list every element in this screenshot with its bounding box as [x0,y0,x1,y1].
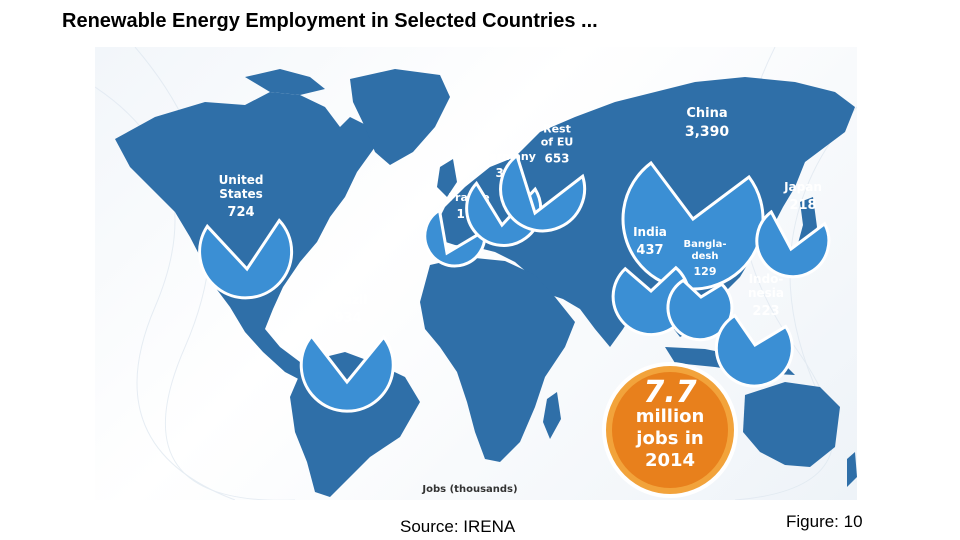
pin-shape-brazil [299,333,395,413]
pin-country-name-india: India [633,225,667,239]
pin-country-name-china: China [686,106,727,121]
pin-value-bangladesh: 129 [694,265,717,278]
landmass-madagascar [543,392,561,439]
pin-shape-germany [465,180,543,247]
pin-country-name-rest-of-eu: Rest [543,123,571,136]
pin-country-name-indonesia: nesia [748,286,784,300]
landmass-arctic-islands [245,69,325,95]
map-axis-caption: Jobs (thousands) [421,484,517,495]
pin-value-united-states: 724 [227,205,254,220]
pin-shape-bangladesh [666,278,734,342]
pin-shape-japan [755,209,831,279]
pin-country-name-brazil: Brazil [329,293,367,307]
pin-indonesia: Indo-nesia 223 [714,272,794,388]
pin-value-indonesia: 223 [752,304,779,319]
pin-shape-indonesia [714,313,794,388]
total-jobs-line3: 2014 [645,450,695,471]
pin-country-name-rest-of-eu: of EU [541,136,574,149]
pin-value-china: 3,390 [685,124,730,140]
total-jobs-badge: 7.7 million jobs in 2014 [602,362,738,498]
total-jobs-line1: million [636,406,705,427]
landmass-greenland [350,69,450,165]
landmass-uk [437,159,457,197]
pin-country-name-germany: Germany [480,150,536,163]
figure-label: Figure: 10 [786,512,863,531]
pin-value-brazil: 934 [334,311,361,326]
pin-country-name-bangladesh: desh [691,251,718,262]
landmass-africa [420,257,575,462]
pin-value-japan: 218 [789,198,816,213]
pin-country-name-indonesia: Indo- [749,272,784,286]
country-pins: UnitedStates724Brazil934France176Germany… [198,106,831,413]
pin-country-name-united-states: States [219,187,263,201]
pin-country-name-japan: Japan [783,180,822,194]
pin-shape-france [423,207,487,268]
page-title: Renewable Energy Employment in Selected … [62,10,598,32]
map-canvas: UnitedStates724Brazil934France176Germany… [95,47,857,500]
pin-value-rest-of-eu: 653 [544,152,569,166]
pin-bangladesh: Bangla-desh 129 [666,239,734,342]
source-note: Source: IRENA [400,517,516,536]
pin-country-name-bangladesh: Bangla- [684,239,727,250]
pin-japan: Japan 218 [755,180,831,279]
pin-shape-rest-of-eu [499,153,587,233]
total-jobs-line2: jobs in [635,428,703,449]
pin-value-india: 437 [636,243,663,258]
pin-brazil: Brazil 934 [299,293,395,413]
pin-country-name-united-states: United [219,173,264,187]
pin-china: China 3,390 [621,106,765,291]
pin-shape-united-states [198,218,294,300]
total-jobs-value: 7.7 [643,375,696,410]
landmass-australia [743,382,840,467]
landmass-north-america [115,92,375,385]
world-map: UnitedStates724Brazil934France176Germany… [95,47,857,500]
landmass-new-zealand [847,452,857,487]
